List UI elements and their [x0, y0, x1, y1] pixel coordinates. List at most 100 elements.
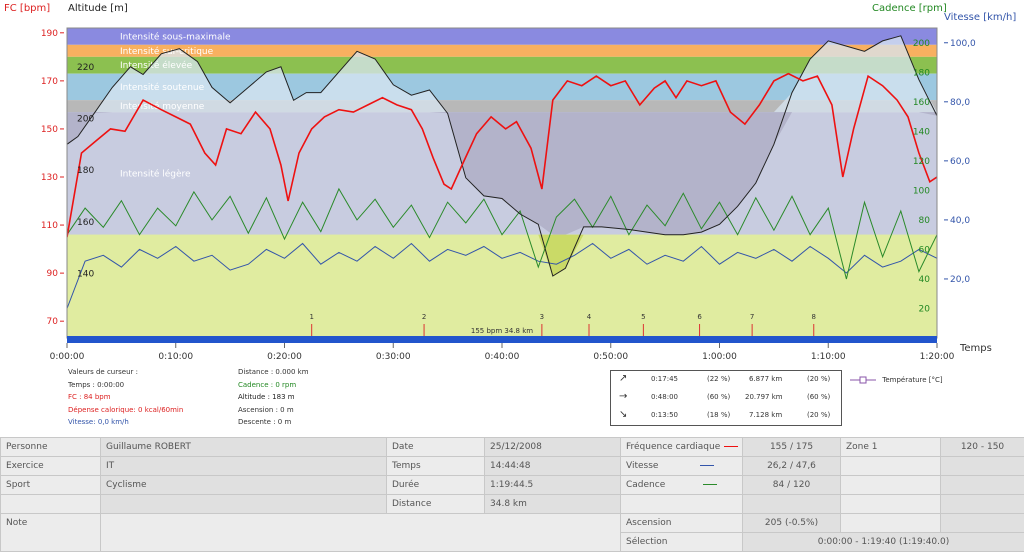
- zone-label: Intensité moyenne: [120, 101, 205, 112]
- selection-value: 0:00:00 - 1:19:40 (1:19:40.0): [742, 532, 1024, 552]
- zone-band: [67, 234, 937, 338]
- stats-row-up: ↗ 0:17:45 (22 %) 6.877 km (20 %): [611, 371, 841, 389]
- stats-row-down: ↘ 0:13:50 (18 %) 7.128 km (20 %): [611, 407, 841, 425]
- arrow-down-right-icon: ↘: [619, 409, 628, 420]
- x-tick-label: 0:30:00: [376, 352, 411, 362]
- lap-marker-label: 5: [641, 313, 645, 321]
- x-tick-label: 0:40:00: [485, 352, 520, 362]
- fc-tick-label: 170: [41, 77, 58, 87]
- lap-marker-label: 8: [812, 313, 816, 321]
- vitesse-axis-title: Vitesse [km/h]: [944, 12, 1017, 23]
- x-tick-label: 1:10:00: [811, 352, 846, 362]
- empty-cell: [840, 475, 941, 495]
- empty-cell: [0, 494, 101, 514]
- lap-marker-label: 3: [540, 313, 544, 321]
- cadence-tick-label: 160: [913, 98, 930, 108]
- ascension-value: 205 (-0.5%): [742, 513, 841, 533]
- cursor-distance: Distance : 0.000 km: [238, 368, 309, 376]
- altitude-fill-dip: [67, 112, 937, 235]
- x-tick-label: 1:20:00: [920, 352, 955, 362]
- temperature-legend-swatch-icon: [850, 376, 876, 384]
- temps-label: Temps: [386, 456, 485, 476]
- duree-label: Durée: [386, 475, 485, 495]
- empty-cell: [840, 513, 941, 533]
- stats-pct: (60 %): [707, 393, 731, 401]
- table-row: Sport Cyclisme Durée 1:19:44.5 Cadence 8…: [0, 475, 1024, 495]
- fc-tick-label: 150: [41, 125, 58, 135]
- note-value[interactable]: [100, 513, 621, 552]
- altitude-tick-label: 160: [77, 218, 94, 228]
- x-tick-label: 1:00:00: [702, 352, 737, 362]
- cadence-tick-label: 40: [919, 275, 931, 285]
- empty-cell: [840, 494, 941, 514]
- fc-axis-title: FC [bpm]: [4, 3, 51, 14]
- distance-value: 34.8 km: [484, 494, 621, 514]
- zone-label: Intensité soutenue: [120, 82, 205, 93]
- lap-marker-label: 6: [697, 313, 702, 321]
- stats-pct2: (20 %): [807, 375, 831, 383]
- stats-pct2: (60 %): [807, 393, 831, 401]
- series-line-altitude: [67, 35, 937, 277]
- distance-label: Distance: [386, 494, 485, 514]
- cadence-value: 84 / 120: [742, 475, 841, 495]
- empty-cell: [620, 494, 743, 514]
- fc-value: 155 / 175: [742, 437, 841, 457]
- vitesse-tick-label: 60,0: [950, 157, 970, 167]
- cadence-tick-label: 60: [919, 245, 931, 255]
- cursor-depense: Dépense calorique: 0 kcal/60min: [68, 405, 184, 414]
- table-row: Personne Guillaume ROBERT Date 25/12/200…: [0, 437, 1024, 457]
- session-info-table: Personne Guillaume ROBERT Date 25/12/200…: [0, 437, 1024, 552]
- timeline-bar[interactable]: [67, 336, 937, 343]
- series-line-cadence: [67, 187, 937, 280]
- stats-pct: (22 %): [707, 375, 731, 383]
- empty-cell: [940, 513, 1024, 533]
- arrow-right-icon: →: [619, 391, 628, 402]
- x-tick-label: 0:50:00: [593, 352, 628, 362]
- date-value: 25/12/2008: [484, 437, 621, 457]
- vitesse-value: 26,2 / 47,6: [742, 456, 841, 476]
- table-row: Distance 34.8 km: [0, 494, 1024, 514]
- series-line-vitesse: [67, 242, 937, 309]
- series-line-fc: [67, 72, 937, 238]
- note-label: Note: [0, 513, 101, 552]
- stats-dist: 20.797 km: [745, 393, 783, 401]
- cursor-cadence: Cadence : 0 rpm: [238, 380, 297, 389]
- zone-value: 120 - 150: [940, 437, 1024, 457]
- lap-marker-label: 7: [750, 313, 754, 321]
- empty-cell: [742, 494, 841, 514]
- stats-dist: 7.128 km: [749, 411, 783, 419]
- cadence-tick-label: 20: [919, 304, 931, 314]
- stats-time: 0:13:50: [651, 411, 678, 419]
- training-chart[interactable]: Intensité sous-maximale Intensité sur-cri…: [0, 0, 1024, 366]
- x-tick-label: 0:10:00: [158, 352, 193, 362]
- cadence-axis-title: Cadence [rpm]: [872, 3, 947, 14]
- cadence-tick-label: 180: [913, 68, 930, 78]
- cursor-temps: Temps : 0:00:00: [68, 380, 125, 389]
- cadence-tick-label: 80: [919, 216, 931, 226]
- table-row: Exercice IT Temps 14:44:48 Vitesse 26,2 …: [0, 456, 1024, 476]
- cadence-label: Cadence: [620, 475, 743, 495]
- exercice-value: IT: [100, 456, 387, 476]
- altitude-tick-label: 140: [77, 269, 94, 279]
- zone-band: [67, 56, 937, 74]
- duree-value: 1:19:44.5: [484, 475, 621, 495]
- zone-label: Intensité légère: [120, 168, 191, 179]
- altitude-tick-label: 220: [77, 63, 94, 73]
- cadence-tick-label: 140: [913, 127, 930, 137]
- fc-tick-label: 190: [41, 29, 58, 39]
- stats-time: 0:17:45: [651, 375, 678, 383]
- temperature-legend[interactable]: Température [°C]: [850, 376, 943, 384]
- cursor-values-right: Distance : 0.000 km Cadence : 0 rpm Alti…: [238, 366, 309, 429]
- exercice-label: Exercice: [0, 456, 101, 476]
- altitude-tick-label: 200: [77, 114, 94, 124]
- table-row: Sélection 0:00:00 - 1:19:40 (1:19:40.0): [1, 532, 1024, 552]
- cursor-ascension: Ascension : 0 m: [238, 405, 294, 414]
- table-row: Note Ascension 205 (-0.5%): [0, 513, 1024, 552]
- zone-band: [67, 28, 937, 45]
- vitesse-tick-label: 100,0: [950, 39, 976, 49]
- empty-cell: [940, 456, 1024, 476]
- zone-label: Zone 1: [840, 437, 941, 457]
- cadence-tick-label: 200: [913, 39, 930, 49]
- fc-tick-label: 70: [47, 317, 59, 327]
- cursor-values-left: Valeurs de curseur : Temps : 0:00:00 FC …: [68, 366, 183, 429]
